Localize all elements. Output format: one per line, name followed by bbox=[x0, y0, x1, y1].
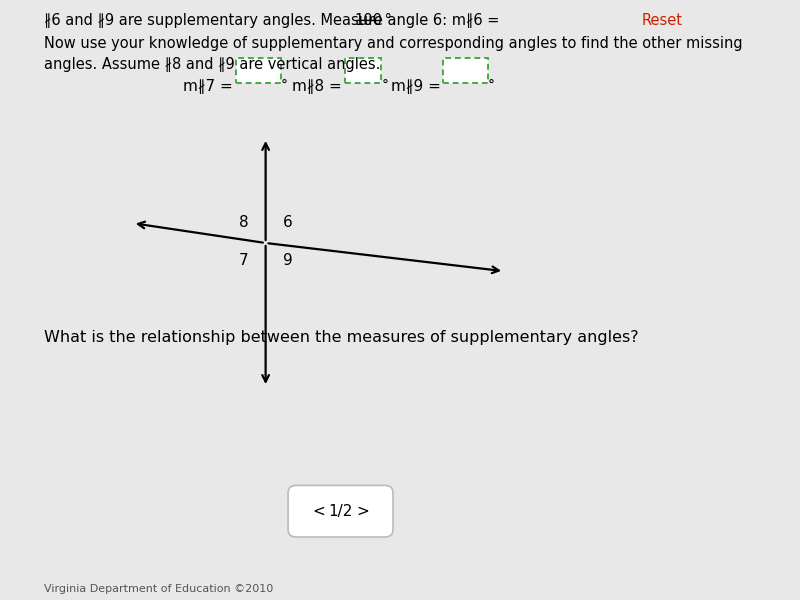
Text: What is the relationship between the measures of supplementary angles?: What is the relationship between the mea… bbox=[44, 330, 639, 345]
Text: 6: 6 bbox=[282, 215, 292, 230]
Text: 7: 7 bbox=[239, 253, 249, 268]
FancyBboxPatch shape bbox=[288, 485, 393, 537]
Text: >: > bbox=[356, 504, 369, 518]
Text: m∦7 =: m∦7 = bbox=[182, 79, 232, 94]
Text: m∦8 =: m∦8 = bbox=[291, 79, 342, 94]
Text: °: ° bbox=[281, 79, 288, 93]
Text: <: < bbox=[312, 504, 325, 518]
FancyBboxPatch shape bbox=[236, 58, 281, 83]
Text: Now use your knowledge of supplementary and corresponding angles to find the oth: Now use your knowledge of supplementary … bbox=[44, 36, 743, 51]
Text: angles. Assume ∦8 and ∦9 are vertical angles.: angles. Assume ∦8 and ∦9 are vertical an… bbox=[44, 57, 381, 72]
Text: °.: °. bbox=[380, 13, 397, 28]
Text: 100: 100 bbox=[354, 13, 382, 28]
Text: Reset: Reset bbox=[642, 13, 682, 28]
Text: 8: 8 bbox=[239, 215, 249, 230]
Text: °: ° bbox=[382, 79, 389, 93]
Text: ∦6 and ∦9 are supplementary angles. Measure angle 6: m∦6 =: ∦6 and ∦9 are supplementary angles. Meas… bbox=[44, 13, 504, 28]
Text: m∦9 =: m∦9 = bbox=[391, 79, 441, 94]
FancyBboxPatch shape bbox=[442, 58, 488, 83]
Text: °: ° bbox=[488, 79, 494, 93]
FancyBboxPatch shape bbox=[345, 58, 382, 83]
Text: 1/2: 1/2 bbox=[328, 504, 353, 518]
Text: 9: 9 bbox=[282, 253, 292, 268]
Text: Virginia Department of Education ©2010: Virginia Department of Education ©2010 bbox=[44, 584, 274, 594]
